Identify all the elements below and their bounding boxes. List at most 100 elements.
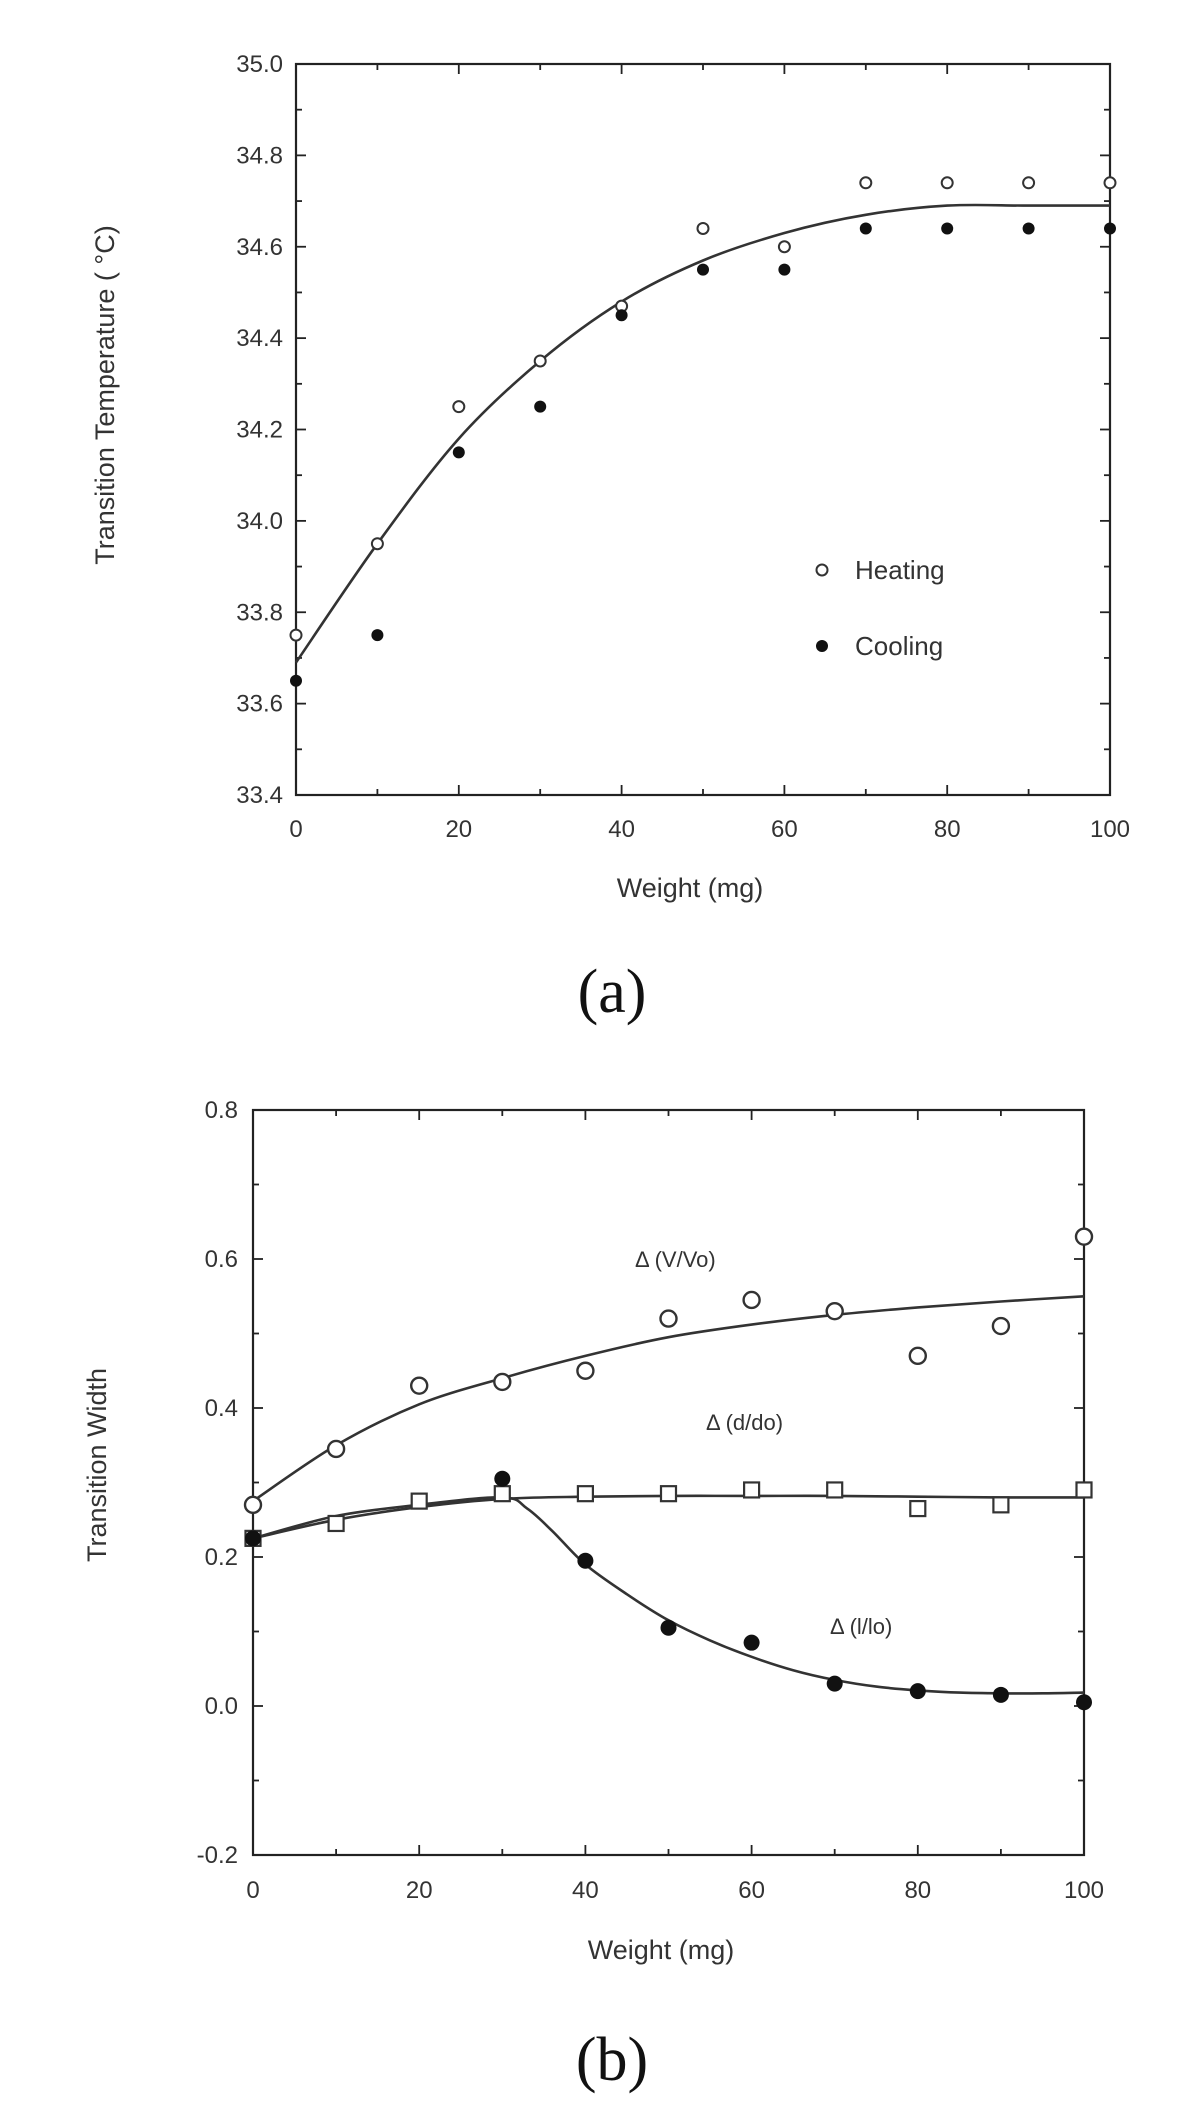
data-point-l-lo — [826, 1675, 843, 1692]
data-point-d-do — [410, 1492, 428, 1510]
chart-b-ylabel: Transition Width — [82, 1368, 112, 1562]
data-point-heating — [533, 354, 547, 368]
data-point-cooling — [941, 222, 954, 235]
chart-a-y-tick-label: 34.4 — [236, 325, 283, 352]
data-point-v-vo — [243, 1495, 263, 1515]
data-point-l-lo — [743, 1634, 760, 1651]
chart-b-panel-label: (b) — [576, 2026, 648, 2094]
chart-b-y-tick-label: -0.2 — [197, 1842, 238, 1869]
chart-a-y-tick-label: 34.6 — [236, 234, 283, 261]
data-point-v-vo — [326, 1439, 346, 1459]
data-point-d-do — [327, 1514, 345, 1533]
chart-b-y-tick-label: 0.0 — [205, 1693, 238, 1720]
chart-a-y-tick-label: 34.8 — [236, 142, 283, 169]
legend-heating-label: Heating — [855, 555, 945, 585]
data-point-l-lo — [1076, 1694, 1092, 1711]
chart-b-y-tick-label: 0.8 — [205, 1097, 238, 1124]
chart-a-panel-label: (a) — [578, 958, 647, 1026]
data-point-heating — [370, 537, 384, 551]
chart-a: 0 20 40 60 80 100 33.4 33.6 33.8 34.0 34.2 34.4 34.6… — [90, 51, 1130, 1026]
data-point-d-do — [826, 1481, 844, 1499]
legend-cooling-label: Cooling — [855, 631, 943, 661]
data-point-cooling — [1104, 222, 1116, 235]
chart-b-x-tick-label: 0 — [246, 1877, 259, 1904]
chart-a-y-tick-label: 33.4 — [236, 782, 283, 809]
legend-heating-marker — [815, 563, 829, 577]
data-point-cooling — [1022, 222, 1035, 235]
data-point-cooling — [371, 629, 384, 642]
chart-a-ticks: 0 20 40 60 80 100 33.4 33.6 33.8 34.0 34.2 34.4 34.6… — [236, 51, 1130, 843]
chart-a-legend: Heating Cooling — [815, 555, 945, 661]
data-point-cooling — [697, 263, 709, 276]
data-point-l-lo — [577, 1552, 594, 1569]
data-point-heating — [940, 176, 954, 190]
chart-a-xlabel: Weight (mg) — [617, 873, 764, 903]
data-point-d-do — [576, 1485, 595, 1503]
chart-a-y-tick-label: 34.2 — [236, 417, 283, 444]
data-point-v-vo — [410, 1376, 429, 1395]
data-point-v-vo — [908, 1346, 927, 1366]
chart-b: 0 20 40 60 80 100 -0.2 0.0 0.2 0.4 0.6 0.8 Transiti… — [82, 1097, 1104, 2094]
chart-b-x-tick-label: 20 — [406, 1877, 433, 1904]
data-point-heating — [1103, 176, 1117, 190]
data-point-heating — [1022, 176, 1036, 190]
chart-b-y-tick-label: 0.2 — [205, 1544, 238, 1571]
chart-b-x-tick-label: 80 — [904, 1877, 931, 1904]
data-point-heating — [696, 221, 710, 235]
chart-b-xlabel: Weight (mg) — [588, 1935, 735, 1965]
data-point-v-vo — [576, 1361, 595, 1380]
chart-a-x-tick-label: 40 — [608, 816, 635, 843]
chart-a-x-tick-label: 60 — [771, 816, 798, 843]
data-point-d-do — [909, 1499, 927, 1518]
chart-a-fit-curves — [294, 203, 1110, 664]
chart-b-fit-line — [252, 1496, 1085, 1695]
data-point-cooling — [534, 400, 547, 413]
chart-b-x-tick-label: 40 — [572, 1877, 599, 1904]
data-point-v-vo — [659, 1309, 678, 1328]
annotation-d-do: Δ (d/do) — [706, 1410, 783, 1435]
data-point-l-lo — [660, 1619, 677, 1636]
chart-a-x-tick-label: 80 — [934, 816, 961, 843]
data-point-d-do — [659, 1485, 678, 1503]
data-point-cooling — [859, 222, 872, 235]
chart-b-plot-frame — [251, 1108, 1086, 1857]
chart-a-x-tick-label: 20 — [445, 816, 472, 843]
data-point-cooling — [615, 309, 628, 322]
annotation-v-vo: Δ (V/Vo) — [635, 1247, 716, 1272]
data-point-l-lo — [992, 1686, 1009, 1703]
chart-a-y-tick-label: 34.0 — [236, 508, 283, 535]
data-point-v-vo — [991, 1316, 1011, 1336]
chart-b-ticks: 0 20 40 60 80 100 -0.2 0.0 0.2 0.4 0.6 0.8 — [197, 1097, 1104, 1904]
chart-a-frame — [294, 62, 1112, 797]
data-point-v-vo — [493, 1372, 512, 1392]
data-point-d-do — [493, 1485, 511, 1503]
data-point-v-vo — [742, 1290, 761, 1310]
chart-a-points — [289, 176, 1117, 687]
annotation-l-lo: Δ (l/lo) — [830, 1614, 892, 1639]
data-point-heating — [452, 400, 466, 414]
chart-a-y-tick-label: 33.6 — [236, 691, 283, 718]
chart-b-frame — [251, 1108, 1086, 1857]
chart-b-y-tick-label: 0.6 — [205, 1246, 238, 1273]
data-point-v-vo — [825, 1301, 844, 1321]
data-point-heating — [859, 176, 873, 190]
chart-b-x-tick-label: 100 — [1064, 1877, 1104, 1904]
chart-a-y-tick-label: 33.8 — [236, 599, 283, 626]
data-point-cooling — [452, 446, 465, 459]
chart-a-ylabel: Transition Temperature ( °C) — [90, 225, 120, 564]
legend-cooling-marker — [816, 640, 828, 652]
data-point-l-lo — [909, 1683, 926, 1700]
data-point-d-do — [1075, 1481, 1093, 1499]
chart-a-x-tick-label: 0 — [289, 816, 302, 843]
data-point-cooling — [778, 263, 791, 276]
data-point-d-do — [992, 1496, 1010, 1514]
chart-b-x-tick-label: 60 — [738, 1877, 765, 1904]
data-point-heating — [289, 628, 303, 642]
chart-a-x-tick-label: 100 — [1090, 816, 1130, 843]
data-point-v-vo — [1074, 1227, 1094, 1246]
chart-b-fit-line — [252, 1295, 1085, 1503]
chart-b-y-tick-label: 0.4 — [205, 1395, 238, 1422]
chart-a-plot-frame — [294, 62, 1112, 797]
chart-a-y-tick-label: 35.0 — [236, 51, 283, 78]
